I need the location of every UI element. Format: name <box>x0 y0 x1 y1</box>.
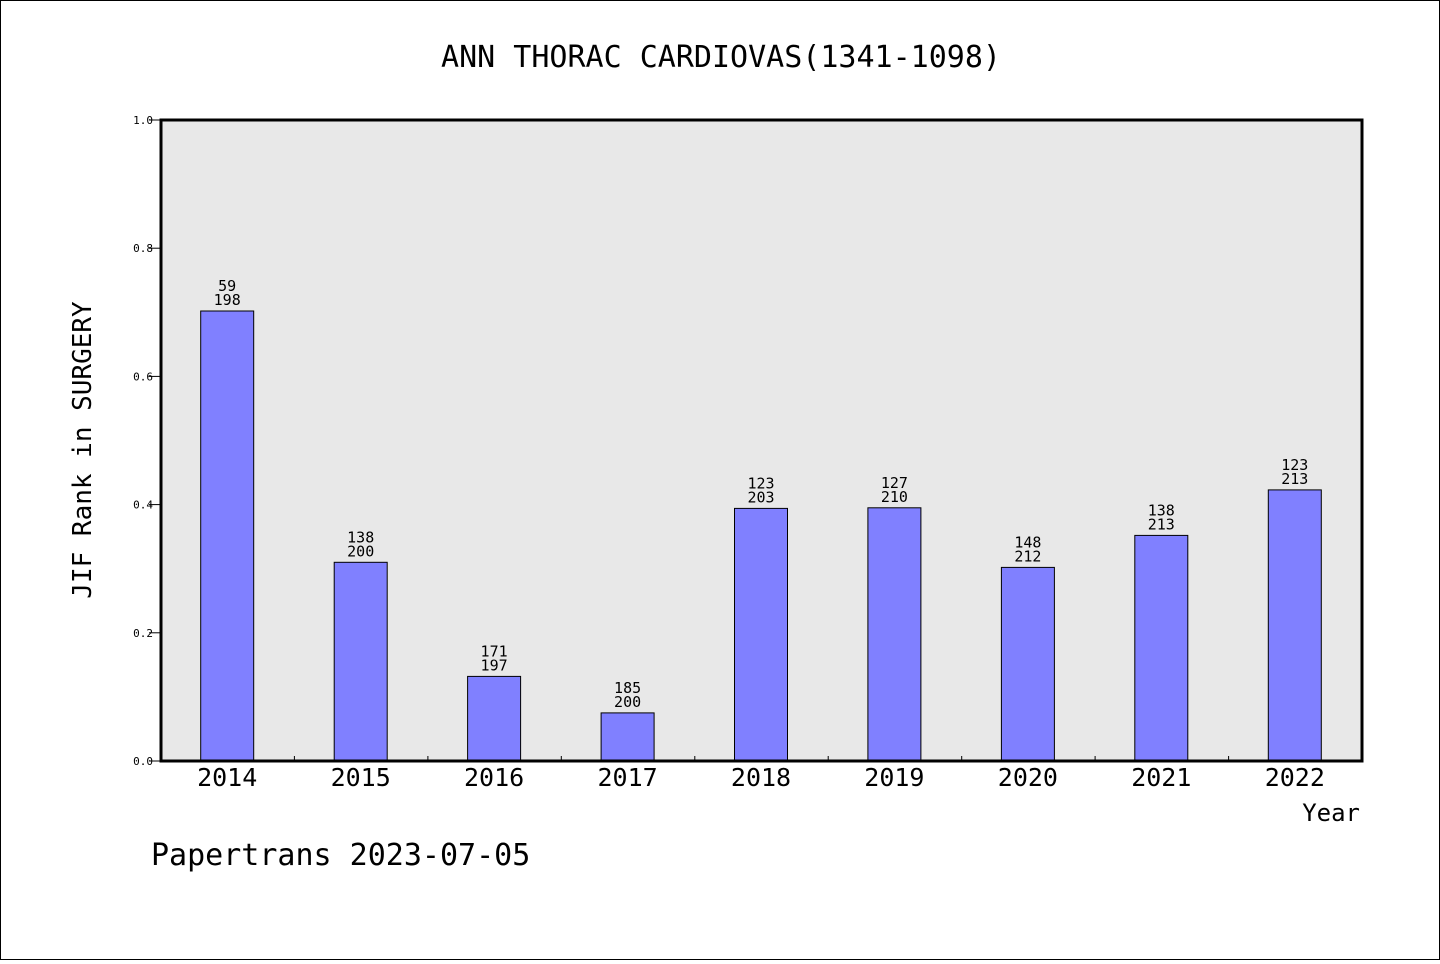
data-label-top-2018: 123 <box>747 474 774 492</box>
x-tick-label-2014: 2014 <box>197 763 257 792</box>
x-tick-label-2021: 2021 <box>1131 763 1191 792</box>
data-label-bottom-2015: 200 <box>347 542 374 560</box>
data-label-top-2015: 138 <box>347 528 374 546</box>
y-tick-label: 1.0 <box>133 114 153 127</box>
bar-2021 <box>1134 534 1189 762</box>
data-label-bottom-2014: 198 <box>214 291 241 309</box>
x-tick-label-2017: 2017 <box>597 763 657 792</box>
y-tick-label: 0.8 <box>133 242 153 255</box>
data-label-bottom-2021: 213 <box>1148 515 1175 533</box>
x-tick-label-2020: 2020 <box>998 763 1058 792</box>
data-label-top-2016: 171 <box>481 642 508 660</box>
x-tick-label-2018: 2018 <box>731 763 791 792</box>
footer-text: Papertrans 2023-07-05 <box>151 838 530 873</box>
y-tick-label: 0.2 <box>133 627 153 640</box>
data-label-bottom-2019: 210 <box>881 488 908 506</box>
chart-title: ANN THORAC CARDIOVAS(1341-1098) <box>441 40 1001 75</box>
x-tick-label-2016: 2016 <box>464 763 524 792</box>
bar-2018 <box>734 507 788 762</box>
y-tick-label: 0.6 <box>133 370 153 383</box>
data-label-top-2017: 185 <box>614 679 641 697</box>
data-label-top-2022: 123 <box>1281 456 1308 474</box>
bar-2014 <box>200 310 255 762</box>
x-tick-label-2019: 2019 <box>864 763 924 792</box>
data-label-top-2021: 138 <box>1148 501 1175 519</box>
data-label-top-2020: 148 <box>1014 533 1041 551</box>
y-tick-label: 0.4 <box>133 499 153 512</box>
bar-2022 <box>1267 489 1322 762</box>
data-label-bottom-2016: 197 <box>481 656 508 674</box>
plot-border <box>159 118 1364 763</box>
data-label-bottom-2022: 213 <box>1281 470 1308 488</box>
x-axis-label: Year <box>1302 799 1360 827</box>
bar-2019 <box>867 507 922 762</box>
bar-2020 <box>1000 566 1055 762</box>
bar-2016 <box>467 675 522 762</box>
data-label-bottom-2017: 200 <box>614 693 641 711</box>
x-tick-label-2022: 2022 <box>1265 763 1325 792</box>
data-label-bottom-2018: 203 <box>747 488 774 506</box>
y-axis-label: JIF Rank in SURGERY <box>68 301 98 599</box>
bar-2015 <box>333 561 388 762</box>
data-label-bottom-2020: 212 <box>1014 547 1041 565</box>
bar-2017 <box>600 712 655 762</box>
x-tick-label-2015: 2015 <box>331 763 391 792</box>
y-tick-label: 0.0 <box>133 755 153 768</box>
data-label-top-2019: 127 <box>881 474 908 492</box>
data-label-top-2014: 59 <box>218 277 236 295</box>
